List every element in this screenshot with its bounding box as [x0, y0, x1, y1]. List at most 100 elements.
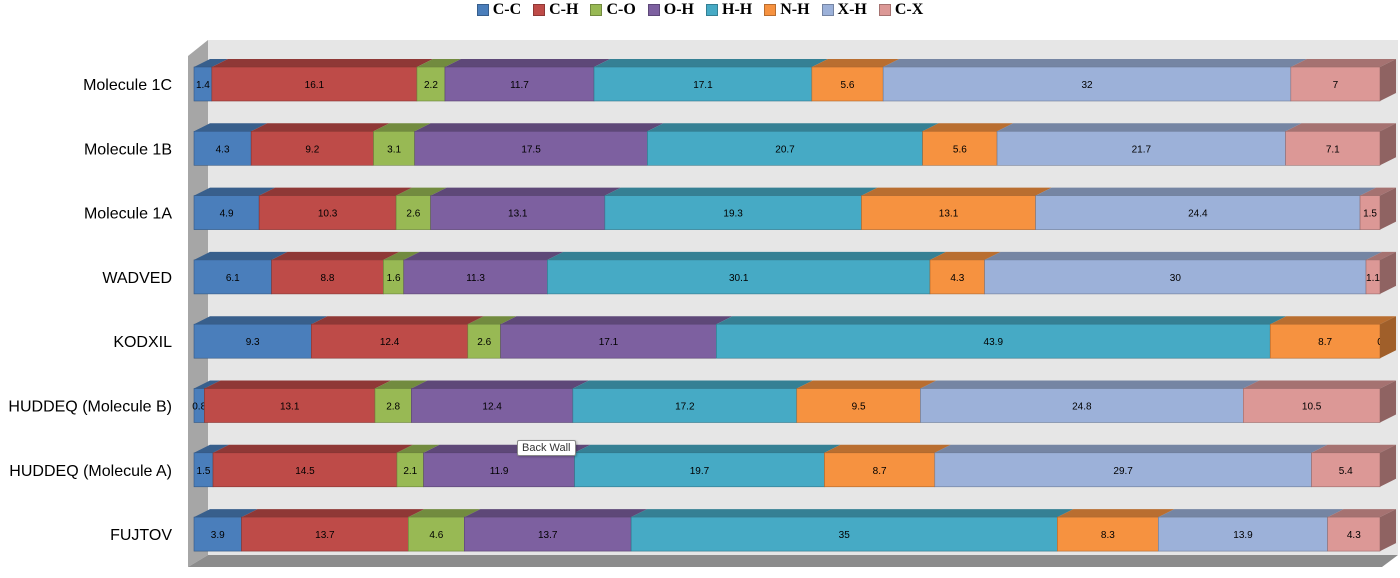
legend-label: C-H: [549, 1, 579, 18]
bar-molecule-1b-c-x: [1285, 131, 1381, 166]
bar-wadved-n-h: [929, 259, 985, 295]
bar-molecule-1c-c-h: [211, 66, 418, 102]
bar-molecule-1c-h-h: [593, 66, 813, 102]
bar-fujtov-c-o: [408, 516, 465, 552]
bar-huddeq-molecule-a-side: [1380, 444, 1396, 487]
legend-swatch: [476, 4, 489, 16]
bar-molecule-1c-h-h-top: [594, 59, 828, 67]
bar-huddeq-molecule-b-o-h-top: [411, 380, 589, 389]
bar-molecule-1a-c-h: [258, 195, 397, 230]
data-label: 1.4: [196, 80, 210, 91]
bar-molecule-1b-h-h: [647, 131, 923, 166]
data-label: 7: [1333, 80, 1339, 91]
bar-molecule-1c-side: [1380, 59, 1396, 101]
bar-molecule-1b-side: [1380, 123, 1396, 166]
data-label: 13.1: [280, 402, 300, 413]
data-label: 11.7: [510, 80, 529, 91]
bar-molecule-1b-h-h-top: [647, 123, 939, 132]
bar-molecule-1a-n-h: [861, 195, 1036, 230]
bar-wadved-h-h-top: [547, 251, 947, 260]
bar-molecule-1a-c-h-top: [259, 187, 413, 196]
data-label: 43.9: [984, 337, 1004, 348]
bar-molecule-1a-x-h: [1035, 195, 1361, 230]
bar-fujtov-c-x-top: [1327, 509, 1396, 518]
bar-wadved-n-h-top: [930, 251, 1001, 260]
data-label: 9.5: [852, 402, 866, 413]
bar-molecule-1a-c-c-top: [194, 187, 276, 196]
bar-huddeq-molecule-b-c-x: [1243, 388, 1381, 423]
legend-swatch: [821, 4, 834, 16]
data-label: 17.2: [675, 402, 695, 413]
data-label: 3.1: [387, 144, 401, 155]
data-label: 8.7: [873, 466, 887, 477]
bar-huddeq-molecule-a-x-h: [934, 452, 1312, 488]
bar-huddeq-molecule-a-c-o: [396, 452, 424, 488]
category-label: WADVED: [102, 270, 172, 287]
bar-fujtov-c-c: [193, 516, 242, 552]
bar-molecule-1b-o-h-top: [414, 123, 664, 132]
bar-molecule-1c-c-c-top: [194, 59, 228, 67]
data-label: 19.3: [723, 209, 743, 220]
bar-kodxil-n-h: [1269, 323, 1381, 359]
bar-wadved-x-h-top: [984, 251, 1383, 260]
bar-fujtov-x-h-top: [1158, 509, 1344, 518]
data-label: 10.5: [1302, 402, 1322, 413]
legend-item-c-o: C-O: [590, 1, 636, 19]
bar-molecule-1b-c-c-top: [194, 123, 268, 132]
bar-molecule-1b-n-h-top: [922, 123, 1014, 132]
bar-fujtov-c-h: [241, 516, 409, 552]
category-label: Molecule 1A: [84, 206, 172, 223]
bar-fujtov-x-h: [1158, 516, 1328, 552]
bar-wadved-c-c: [193, 259, 272, 295]
data-label: 8.8: [321, 273, 335, 284]
data-label: 17.5: [521, 144, 541, 155]
bar-huddeq-molecule-b-c-h: [204, 388, 376, 423]
bar-molecule-1c-c-h-top: [211, 59, 433, 67]
bar-kodxil-o-h: [500, 323, 717, 359]
data-label: 4.6: [429, 530, 443, 541]
bar-molecule-1c-c-o-top: [416, 59, 461, 67]
legend-swatch: [647, 4, 660, 16]
data-label: 14.5: [295, 466, 315, 477]
bar-huddeq-molecule-a-n-h-top: [824, 444, 951, 453]
bar-fujtov-h-h-top: [631, 509, 1074, 518]
bar-huddeq-molecule-b-c-o-top: [374, 380, 428, 389]
bar-huddeq-molecule-a-c-o-top: [396, 444, 440, 453]
data-label: 8.7: [1318, 337, 1332, 348]
data-label: 1.5: [1363, 209, 1377, 220]
bar-huddeq-molecule-a-x-h-top: [934, 444, 1328, 453]
bar-molecule-1b-c-h: [250, 131, 374, 166]
bar-huddeq-molecule-a-o-h: [423, 452, 575, 488]
bar-huddeq-molecule-a-c-x-top: [1311, 444, 1396, 453]
bar-molecule-1a-h-h: [604, 195, 862, 230]
bar-fujtov-o-h: [464, 516, 632, 552]
legend-label: N-H: [780, 1, 810, 18]
bar-molecule-1a-h-h-top: [604, 187, 878, 196]
bar-molecule-1c-n-h: [811, 66, 884, 102]
data-label: 6.1: [226, 273, 240, 284]
back-wall: [208, 40, 1398, 555]
legend-item-c-c: C-C: [476, 1, 521, 19]
data-label: 29.7: [1113, 466, 1133, 477]
data-label: 2.6: [406, 209, 420, 220]
category-label: HUDDEQ (Molecule A): [9, 463, 172, 480]
data-label: 5.6: [953, 144, 967, 155]
data-label: 16.1: [305, 80, 325, 91]
data-label: 13.9: [1233, 530, 1253, 541]
bar-huddeq-molecule-b-h-h: [572, 388, 798, 423]
bar-molecule-1b-c-o-top: [373, 123, 431, 132]
data-label: 17.1: [693, 80, 713, 91]
data-label: 9.2: [305, 144, 319, 155]
legend-swatch: [533, 4, 546, 16]
bar-wadved-c-h-top: [271, 251, 400, 260]
data-label: 2.8: [386, 402, 400, 413]
bar-huddeq-molecule-a-h-h-top: [574, 444, 841, 453]
bar-huddeq-molecule-a-c-h-top: [213, 444, 413, 453]
category-label: FUJTOV: [110, 527, 172, 544]
data-label: 5.6: [841, 80, 855, 91]
bar-kodxil-c-h: [311, 323, 469, 359]
bar-fujtov-n-h-top: [1057, 509, 1175, 518]
bar-huddeq-molecule-a-c-x: [1311, 452, 1381, 488]
